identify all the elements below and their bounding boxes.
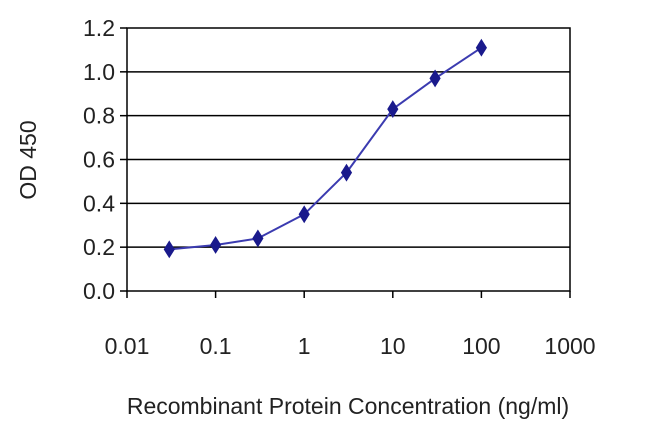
data-point [429,69,441,88]
x-tick-label: 0.1 [200,333,232,359]
y-axis-title: OD 450 [15,120,41,199]
x-tick-label: 100 [462,333,500,359]
x-axis-title: Recombinant Protein Concentration (ng/ml… [127,393,569,419]
y-tick-label: 0.2 [83,234,115,260]
data-point [298,205,310,224]
x-axis-ticks: 0.01 0.1 1 10 100 1000 [105,291,596,359]
y-tick-label: 0.4 [83,190,115,216]
x-tick-label: 10 [380,333,406,359]
y-tick-label: 0.8 [83,103,115,129]
x-tick-label: 1000 [544,333,595,359]
y-tick-label: 1.0 [83,59,115,85]
data-point [387,100,399,119]
y-tick-label: 1.2 [83,15,115,41]
grid-lines [127,71,570,248]
x-tick-label: 1 [298,333,311,359]
data-point [475,38,487,57]
data-point [210,236,222,254]
series-line [169,46,482,251]
series-layer [163,38,487,259]
x-tick-label: 0.01 [105,333,150,359]
data-point [163,240,175,259]
y-axis-ticks: 0.0 0.2 0.4 0.6 0.8 1.0 1.2 [83,15,127,304]
data-point [252,229,264,248]
data-point [340,163,353,182]
y-tick-label: 0.0 [83,278,115,304]
y-tick-label: 0.6 [83,147,115,173]
